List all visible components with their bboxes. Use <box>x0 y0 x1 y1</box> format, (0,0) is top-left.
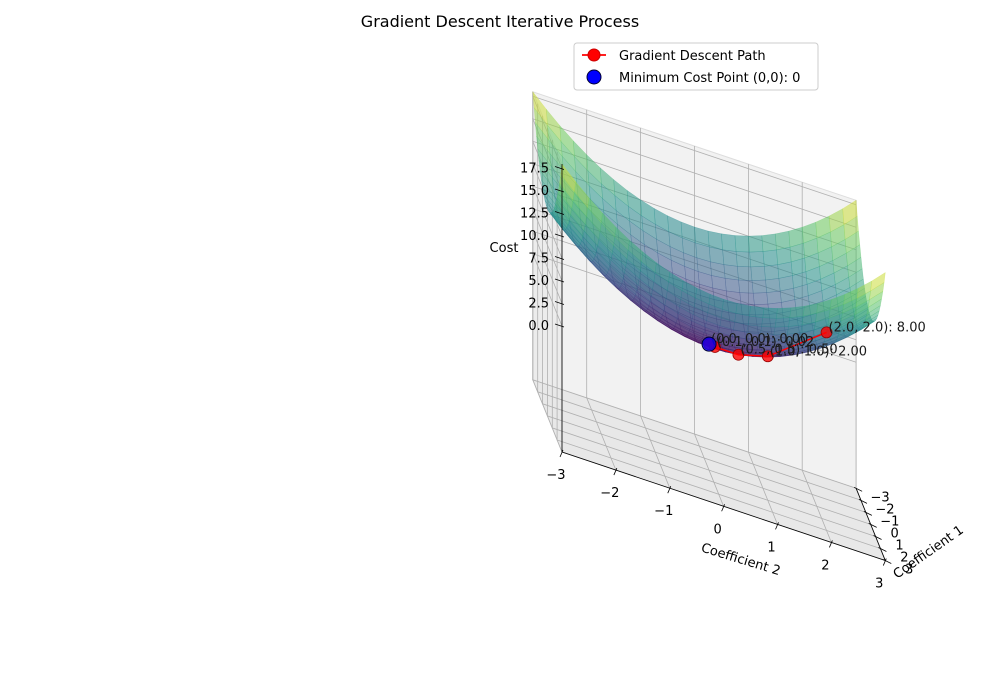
legend-path-marker <box>587 48 601 62</box>
y-tick-label: −1 <box>654 504 673 519</box>
x-tick-mark <box>878 547 887 552</box>
surface-patch <box>724 278 741 293</box>
z-tick-mark <box>554 211 565 215</box>
surface-patch <box>748 235 764 253</box>
surface-patch <box>762 307 778 319</box>
surface-patch <box>765 278 781 293</box>
surface-patch <box>762 249 778 267</box>
surface-patch <box>721 233 737 252</box>
surface-patch <box>722 249 738 267</box>
x-tick-label: 1 <box>895 538 903 553</box>
surface-patch <box>752 292 769 305</box>
surface-patch <box>761 317 777 328</box>
y-tick-mark <box>721 504 726 512</box>
z-tick-label: 5.0 <box>528 274 549 289</box>
y-tick-label: −2 <box>600 486 619 501</box>
y-tick-label: −3 <box>546 468 565 483</box>
legend-path-label: Gradient Descent Path <box>619 49 766 64</box>
x-tick-mark <box>883 559 892 564</box>
legend: Gradient Descent Path Minimum Cost Point… <box>573 42 819 91</box>
y-tick-label: 0 <box>713 522 721 537</box>
x-tick-mark <box>873 535 882 540</box>
legend-minimum-label: Minimum Cost Point (0,0): 0 <box>619 71 800 86</box>
z-tick-label: 0.0 <box>528 319 549 334</box>
y-tick-mark <box>882 558 887 566</box>
surface-patch <box>735 251 752 268</box>
z-tick-label: 10.0 <box>520 229 549 244</box>
z-tick-label: 7.5 <box>528 252 549 267</box>
path-point-label: (0.1, 0.1): 0.02 <box>717 335 814 350</box>
legend-box <box>573 42 819 91</box>
z-tick-mark <box>554 323 565 328</box>
path-point <box>761 350 774 363</box>
z-tick-mark <box>554 278 565 283</box>
grid-line-y <box>532 91 563 453</box>
y-tick-label: 3 <box>875 577 883 592</box>
x-tick-mark <box>863 511 873 516</box>
surface-patch <box>789 305 805 318</box>
chart-title: Gradient Descent Iterative Process <box>361 12 639 31</box>
z-tick-label: 15.0 <box>520 184 549 199</box>
surface-patch <box>870 272 886 292</box>
x-tick-label: −2 <box>875 502 894 517</box>
z-tick-mark <box>554 256 565 260</box>
path-point-label: (0.0, 0.0): 0.00 <box>711 332 808 347</box>
surface-patch <box>775 230 791 251</box>
path-point <box>820 326 833 339</box>
z-tick-label: 2.5 <box>528 297 549 312</box>
z-tick-label: 12.5 <box>520 207 549 222</box>
z-tick-mark <box>554 166 565 170</box>
x-tick-label: 2 <box>900 551 908 566</box>
x-tick-label: −3 <box>871 490 890 505</box>
y-tick-mark <box>775 522 779 530</box>
y-tick-mark <box>559 449 564 458</box>
surface-patch <box>751 279 767 294</box>
x-tick-label: −1 <box>880 514 899 529</box>
surface-patch <box>761 233 777 252</box>
y-tick-mark <box>667 486 672 494</box>
surface-patch <box>774 317 791 328</box>
y-tick-mark <box>613 467 618 476</box>
path-point-label: (0.5, 0.5): 0.50 <box>740 343 837 358</box>
x-tick-label: 3 <box>905 563 913 578</box>
surface-patch <box>737 266 753 281</box>
y-tick-mark <box>829 540 833 548</box>
surface-patch <box>764 264 780 281</box>
minimum-point <box>701 336 717 352</box>
z-tick-mark <box>554 301 565 305</box>
surface-patch <box>776 246 792 266</box>
z-tick-mark <box>554 233 565 238</box>
z-tick-label: 17.5 <box>520 162 549 177</box>
legend-minimum-marker <box>586 69 602 85</box>
y-tick-label: 1 <box>767 540 775 555</box>
x-tick-label: 0 <box>891 526 899 541</box>
surface-patch <box>776 307 792 319</box>
y-tick-label: 2 <box>821 558 829 573</box>
surface-patch <box>750 266 766 281</box>
surface-patch <box>723 264 739 281</box>
tick-labels: −3−2−10123−3−2−101230.02.55.07.510.012.5… <box>520 162 913 592</box>
surface-patch <box>749 251 765 268</box>
z-tick-mark <box>554 188 565 193</box>
x-tick-mark <box>853 486 863 492</box>
surface-patch <box>738 279 754 294</box>
cost-surface <box>532 90 886 358</box>
x-tick-mark <box>868 523 877 528</box>
descent-path: (2.0, 2.0): 8.00 (1.0, 1.0): 2.00(0.5, 0.… <box>701 320 926 363</box>
x-tick-mark <box>858 498 868 504</box>
surface-patch <box>739 292 755 305</box>
surface-patch <box>749 305 765 318</box>
z-axis-label: Cost <box>490 241 519 256</box>
path-point-label: (2.0, 2.0): 8.00 <box>829 320 926 335</box>
path-point-label: (1.0, 1.0): 2.00 <box>770 344 867 359</box>
path-point <box>732 348 745 361</box>
surface-patch <box>766 290 782 305</box>
surface-patch <box>734 235 750 253</box>
